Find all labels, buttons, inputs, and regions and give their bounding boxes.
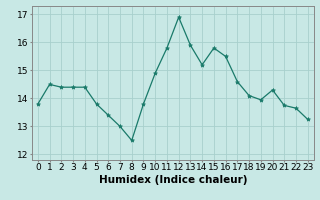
X-axis label: Humidex (Indice chaleur): Humidex (Indice chaleur) [99, 175, 247, 185]
